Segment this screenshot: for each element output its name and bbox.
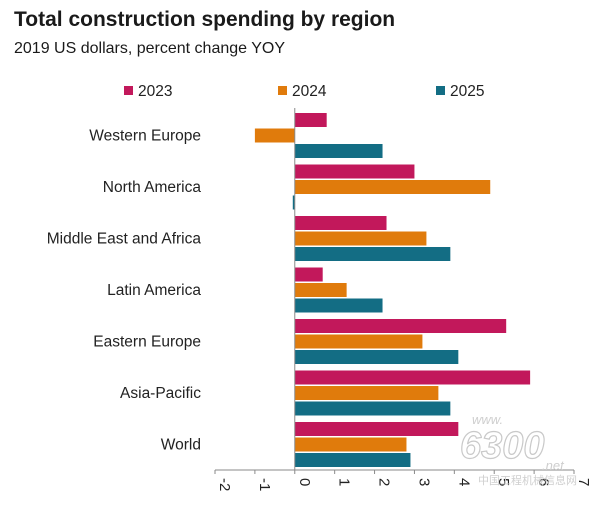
bar-2024-1 — [294, 180, 491, 194]
bars — [254, 113, 531, 467]
legend-label-2023: 2023 — [138, 83, 172, 100]
bar-2023-2 — [294, 216, 387, 230]
bar-2025-3 — [294, 298, 383, 313]
bar-2024-3 — [294, 283, 347, 297]
bar-2025-2 — [294, 247, 451, 261]
category-label: Western Europe — [89, 128, 201, 145]
watermark: www. 6300 .net 中国工程机械信息网 — [459, 412, 577, 487]
bar-2023-6 — [294, 422, 459, 436]
bar-2024-4 — [294, 334, 423, 349]
bar-2023-1 — [294, 164, 415, 179]
bar-2025-1 — [292, 195, 295, 210]
x-tick-label: 2 — [376, 478, 393, 486]
bar-2025-6 — [294, 453, 411, 467]
x-tick-label: 5 — [495, 478, 512, 486]
x-tick-label: 4 — [455, 478, 472, 486]
bar-2024-6 — [294, 437, 407, 452]
x-tick-label: -2 — [216, 478, 233, 491]
watermark-suffix: .net — [542, 458, 565, 473]
bar-2025-0 — [294, 144, 383, 158]
legend-label-2024: 2024 — [292, 83, 327, 100]
x-tick-label: 3 — [415, 478, 432, 486]
chart-title: Total construction spending by region — [14, 8, 396, 31]
category-label: Asia-Pacific — [120, 385, 201, 402]
watermark-chinese: 中国工程机械信息网 — [478, 473, 577, 487]
bar-2023-0 — [294, 113, 327, 127]
bar-2023-4 — [294, 319, 507, 333]
bar-2025-4 — [294, 350, 459, 364]
bar-2024-0 — [254, 128, 295, 143]
x-tick-label: 7 — [575, 478, 592, 486]
chart-subtitle: 2019 US dollars, percent change YOY — [14, 40, 285, 57]
legend-swatch-2025 — [436, 86, 445, 95]
bar-2023-5 — [294, 370, 531, 385]
category-label: Eastern Europe — [93, 334, 201, 351]
x-tick-label: 1 — [336, 478, 353, 486]
bar-2024-5 — [294, 386, 439, 400]
x-tick-label: -1 — [256, 478, 273, 491]
category-label: Latin America — [107, 282, 201, 299]
category-label: Middle East and Africa — [47, 231, 202, 248]
bar-2024-2 — [294, 231, 427, 246]
watermark-www: www. — [472, 412, 503, 427]
legend-swatch-2024 — [278, 86, 287, 95]
x-tick-label: 0 — [296, 478, 313, 486]
bar-2025-5 — [294, 401, 451, 416]
legend: 2023 2024 2025 — [124, 83, 484, 100]
watermark-number: 6300 — [460, 425, 545, 467]
x-tick-label: 6 — [535, 478, 552, 486]
bar-2023-3 — [294, 267, 323, 282]
legend-swatch-2023 — [124, 86, 133, 95]
legend-label-2025: 2025 — [450, 83, 484, 100]
category-label: North America — [103, 179, 202, 196]
axes: Western Europe North America Middle East a… — [47, 108, 592, 491]
category-label: World — [161, 437, 201, 454]
